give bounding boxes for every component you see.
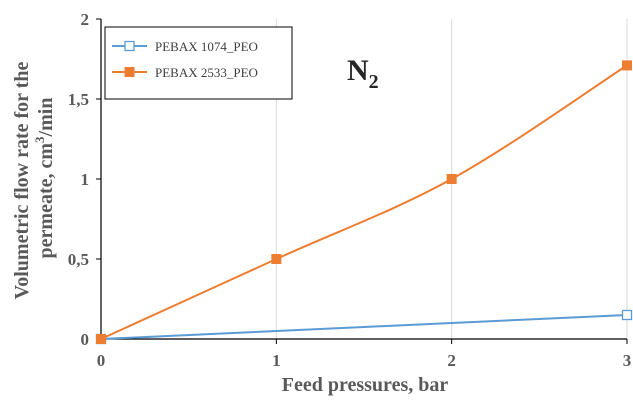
x-axis-title: Feed pressures, bar: [282, 374, 449, 396]
series-line-1: [100, 64, 628, 340]
legend-box: [104, 26, 293, 100]
series-group: [95, 60, 633, 345]
y-axis-title: Volumetric flow rate for the permeate, c…: [11, 57, 57, 300]
gas-annotation-sub: 2: [369, 71, 379, 93]
y-axis-title-line1: Volumetric flow rate for the: [11, 62, 33, 300]
legend-marker-1: [124, 67, 135, 77]
tick-labels: 0 0,5 1 1,5 2 0 1 2 3: [68, 10, 632, 370]
x-tick-label-3: 3: [623, 351, 632, 370]
gas-annotation-main: N: [347, 54, 369, 87]
series-1: [96, 60, 632, 344]
series-0-point-3: [621, 309, 633, 321]
legend-label-0: PEBAX 1074_PEO: [155, 39, 258, 54]
y-tick-label-0: 0: [81, 330, 90, 349]
y-axis-title-line2: permeate, cm: [35, 143, 57, 259]
y-axis-title-unit: /min: [35, 98, 57, 138]
series-1-point-1: [271, 254, 282, 264]
y-tick-label-1: 0,5: [68, 250, 89, 269]
y-tick-label-2: 1: [81, 170, 90, 189]
x-tick-label-1: 1: [272, 351, 281, 370]
series-line-0: [100, 314, 628, 340]
x-tick-label-2: 2: [447, 351, 456, 370]
gas-annotation: N2: [347, 54, 379, 93]
y-tick-label-4: 2: [81, 10, 90, 29]
legend-marker-0: [124, 40, 135, 52]
series-1-point-3: [622, 60, 632, 71]
y-axis-title-sup: 3: [32, 136, 47, 143]
series-1-point-0: [96, 334, 106, 344]
x-tick-label-0: 0: [97, 351, 106, 370]
y-tick-label-3: 1,5: [68, 90, 89, 109]
series-1-point-2: [446, 174, 457, 184]
legend-label-1: PEBAX 2533_PEO: [155, 65, 258, 80]
legend: PEBAX 1074_PEO PEBAX 2533_PEO: [104, 26, 293, 100]
